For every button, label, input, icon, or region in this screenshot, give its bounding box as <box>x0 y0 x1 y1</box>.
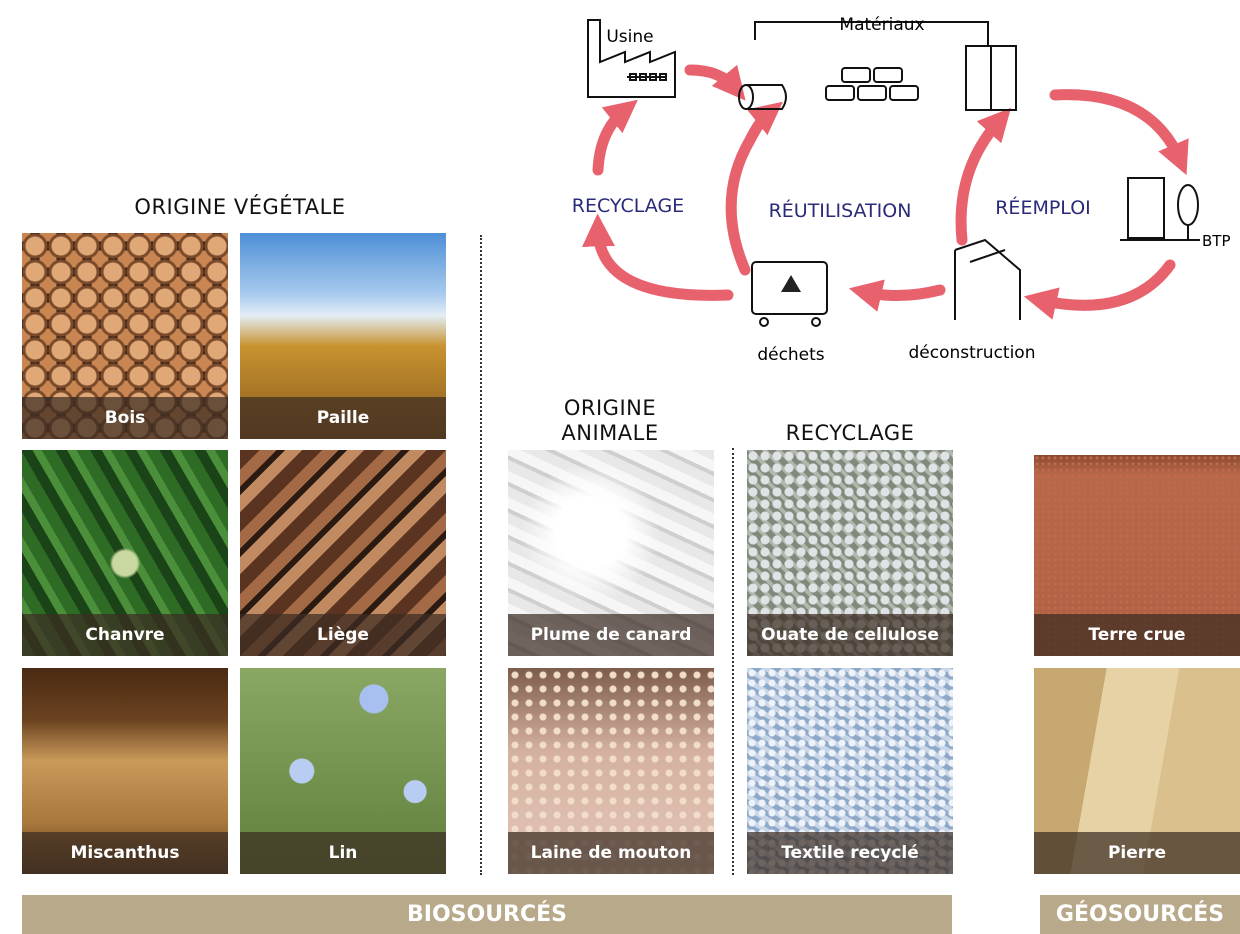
materials-label: Matériaux <box>839 15 924 35</box>
tile: Plume de canard <box>508 450 714 656</box>
tile-label: Bois <box>22 397 228 439</box>
building-label: BTP <box>1202 232 1231 250</box>
tile-label: Plume de canard <box>508 614 714 656</box>
tile: Bois <box>22 233 228 439</box>
icons <box>588 20 1200 326</box>
tile: Miscanthus <box>22 668 228 874</box>
tile-label: Lin <box>240 832 446 874</box>
waste-label: déchets <box>757 345 824 365</box>
tile-label: Laine de mouton <box>508 832 714 874</box>
tile: Ouate de cellulose <box>747 450 953 656</box>
tile: Liège <box>240 450 446 656</box>
footer-band: BIOSOURCÉS <box>22 895 952 934</box>
factory-label: Usine <box>606 27 653 47</box>
tile: Terre crue <box>1034 455 1240 656</box>
recycle-icon <box>781 275 801 292</box>
tile-label: Miscanthus <box>22 832 228 874</box>
group-title: RECYCLAGE <box>750 421 950 446</box>
tile: Laine de mouton <box>508 668 714 874</box>
tile-label: Textile recyclé <box>747 832 953 874</box>
cycle-arrows <box>598 70 1180 305</box>
reemploy-label: RÉEMPLOI <box>995 196 1091 219</box>
tile-label: Terre crue <box>1034 614 1240 656</box>
tile-label: Pierre <box>1034 832 1240 874</box>
separator <box>480 235 482 875</box>
tile-label: Ouate de cellulose <box>747 614 953 656</box>
footer-band: GÉOSOURCÉS <box>1040 895 1240 934</box>
tile: Pierre <box>1034 668 1240 874</box>
recycling-label: RECYCLAGE <box>572 195 684 217</box>
page: Usine Matériaux RECYCLAGE RÉUTILISATION … <box>0 0 1240 934</box>
tile: Chanvre <box>22 450 228 656</box>
tile-label: Chanvre <box>22 614 228 656</box>
tile: Textile recyclé <box>747 668 953 874</box>
tile: Lin <box>240 668 446 874</box>
tile-label: Liège <box>240 614 446 656</box>
tile-label: Paille <box>240 397 446 439</box>
reuse-label: RÉUTILISATION <box>769 199 912 222</box>
group-title: ORIGINE ANIMALE <box>530 396 690 446</box>
tile: Paille <box>240 233 446 439</box>
separator <box>732 448 734 875</box>
group-title: ORIGINE VÉGÉTALE <box>40 195 440 220</box>
deconstruction-label: déconstruction <box>909 343 1036 363</box>
